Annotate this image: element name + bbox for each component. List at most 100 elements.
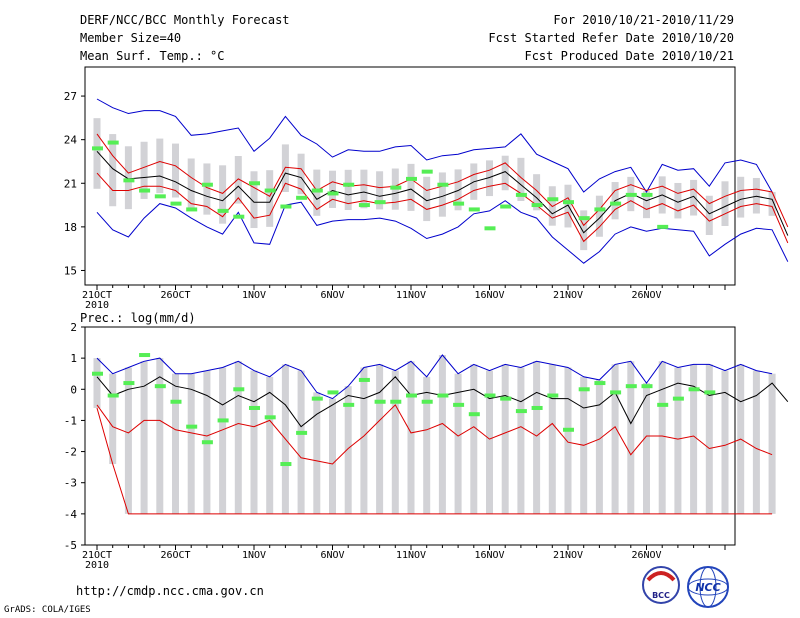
bcc-logo-text: BCC	[652, 591, 670, 600]
temp-spread-bar	[313, 169, 321, 216]
temp-obs-marker	[437, 182, 449, 187]
temp-obs-marker	[249, 181, 260, 186]
temp-spread-bar	[187, 158, 195, 210]
temp-obs-marker	[594, 207, 606, 212]
temp-obs-marker	[406, 176, 417, 181]
prec-obs-marker	[641, 384, 653, 389]
temp-x-tick-label: 21NOV	[553, 290, 583, 301]
temp-obs-marker	[170, 201, 182, 206]
temp-obs-marker	[311, 188, 323, 193]
prec-obs-marker	[154, 384, 166, 389]
prec-obs-marker	[531, 405, 543, 410]
prec-spread-bar	[658, 361, 666, 514]
temp-obs-marker	[154, 194, 166, 199]
forecast-period: For 2010/10/21-2010/11/29	[553, 13, 734, 27]
temp-obs-marker	[484, 226, 496, 231]
temp-spread-bar	[376, 171, 384, 210]
prec-obs-marker	[704, 390, 716, 395]
forecast-produced: Fcst Produced Date 2010/10/21	[524, 49, 734, 63]
temp-spread-bar	[360, 169, 368, 209]
member-size: Member Size=40	[80, 31, 182, 45]
temp-spread-bar	[329, 170, 336, 208]
prec-x-tick-label: 6NOV	[320, 550, 344, 561]
temp-spread-bar	[93, 118, 101, 189]
prec-x-tick-label: 1NOV	[242, 550, 266, 561]
prec-spread-bar	[768, 373, 776, 514]
prec-obs-marker	[437, 393, 449, 398]
prec-spread-bar	[611, 364, 619, 514]
prec-spread-bar	[454, 373, 462, 514]
temp-obs-marker	[123, 178, 135, 183]
temp-spread-bar	[501, 155, 509, 191]
prec-obs-marker	[264, 415, 276, 420]
temp-obs-marker	[625, 192, 637, 197]
prec-spread-bar	[156, 358, 164, 514]
prec-obs-marker	[390, 399, 402, 404]
prec-label: Prec.: log(mm/d)	[80, 311, 196, 325]
temp-y-tick-label: 27	[64, 90, 77, 103]
temp-spread-bar	[768, 191, 776, 216]
bcc-logo: BCC	[642, 566, 680, 604]
prec-spread-bar	[360, 367, 368, 514]
prec-x-tick-label: 11NOV	[396, 550, 426, 561]
prec-spread-bar	[109, 373, 117, 465]
temp-obs-marker	[453, 201, 465, 206]
temp-obs-marker	[343, 182, 355, 187]
prec-y-tick-label: -1	[64, 414, 77, 427]
temp-y-tick-label: 21	[64, 177, 77, 190]
prec-spread-bar	[313, 392, 321, 514]
prec-spread-bar	[548, 364, 556, 514]
prec-y-tick-label: -2	[64, 446, 77, 459]
temp-obs-marker	[531, 203, 543, 208]
prec-x-tick-label: 21OCT	[82, 550, 112, 561]
prec-spread-bar	[643, 383, 650, 514]
prec-min-line	[96, 407, 773, 515]
website-url[interactable]: http://cmdp.ncc.cma.gov.cn	[76, 584, 264, 598]
prec-obs-marker	[170, 399, 182, 404]
prec-obs-marker	[578, 387, 590, 392]
temp-spread-bar	[486, 160, 493, 197]
temp-spread-bar	[643, 191, 650, 219]
temp-obs-marker	[657, 224, 669, 229]
temp-y-tick-label: 24	[64, 134, 78, 147]
temp-obs-marker	[390, 185, 402, 190]
temp-obs-marker	[327, 191, 339, 196]
temp-obs-marker	[107, 140, 119, 145]
temp-spread-bar	[454, 169, 462, 211]
temp-spread-bar	[752, 177, 760, 214]
temp-x-tick-label: 11NOV	[396, 290, 426, 301]
prec-obs-marker	[594, 381, 606, 386]
prec-spread-bar	[674, 367, 682, 514]
prec-obs-marker	[358, 377, 370, 382]
prec-obs-marker	[92, 371, 103, 376]
temp-spread-bar	[721, 181, 729, 226]
prec-obs-marker	[453, 402, 465, 407]
prec-obs-marker	[296, 430, 308, 435]
prec-spread-bar	[438, 355, 446, 514]
prec-spread-bar	[486, 370, 493, 514]
prec-spread-bar	[705, 364, 713, 514]
prec-spread-bar	[219, 367, 227, 514]
prec-obs-marker	[123, 381, 135, 386]
temp-spread-bar	[737, 176, 745, 218]
prec-x-tick-label: 26NOV	[631, 550, 661, 561]
grads-credit: GrADS: COLA/IGES	[4, 605, 91, 615]
temp-x-year-label: 2010	[85, 300, 109, 311]
variable-label: Mean Surf. Temp.: °C	[80, 49, 225, 63]
temp-spread-bar	[344, 169, 352, 211]
prec-obs-marker	[421, 399, 433, 404]
prec-obs-marker	[500, 396, 512, 401]
prec-lower-line	[96, 404, 773, 465]
prec-y-tick-label: 0	[70, 383, 77, 396]
temp-obs-marker	[641, 192, 653, 197]
temp-obs-marker	[374, 200, 386, 205]
prec-obs-marker	[610, 390, 622, 395]
temp-spread-bar	[674, 182, 682, 219]
prec-spread-bar	[407, 361, 415, 514]
prec-spread-bar	[140, 361, 148, 514]
temp-spread-bar	[250, 171, 258, 229]
prec-obs-marker	[249, 405, 260, 410]
prec-spread-bar	[93, 358, 101, 408]
temp-spread-bar	[124, 146, 132, 210]
